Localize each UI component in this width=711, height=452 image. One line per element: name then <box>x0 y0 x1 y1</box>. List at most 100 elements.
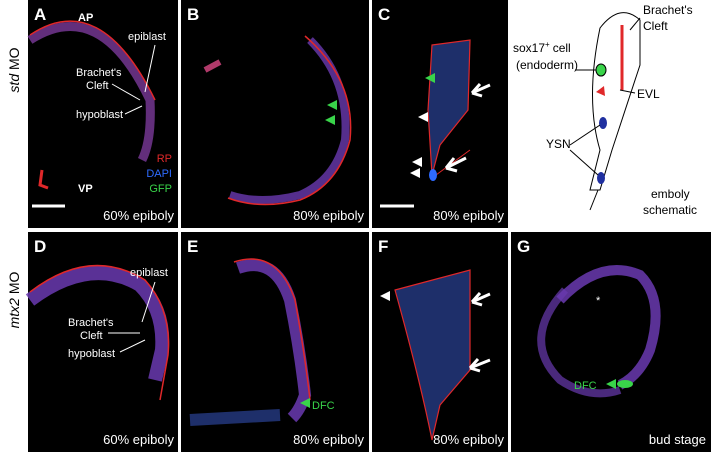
label: Cleft <box>80 330 103 342</box>
pointer <box>569 124 601 146</box>
arrow <box>468 358 491 373</box>
label: EVL <box>637 87 660 101</box>
label: epiblast <box>130 267 168 279</box>
label: hypoblast <box>76 109 123 121</box>
arrow <box>470 292 491 307</box>
panel-e: E DFC 80% epiboly <box>181 232 369 452</box>
dfc-cells <box>617 380 633 388</box>
panel-c: C 80% epiboly <box>372 0 508 228</box>
row-label: std MO <box>6 47 22 92</box>
label: epiblast <box>128 31 166 43</box>
label: emboly <box>651 187 690 201</box>
tissue <box>427 39 471 176</box>
label: sox17+ cell <box>513 40 571 55</box>
label: Cleft <box>86 80 109 92</box>
panel-bg <box>181 0 369 228</box>
tissue <box>236 259 312 423</box>
tissue <box>556 265 661 390</box>
label: * <box>596 295 601 307</box>
caption: 80% epiboly <box>433 432 504 447</box>
membrane <box>233 258 311 401</box>
label: DFC <box>574 380 597 392</box>
membrane <box>227 35 352 206</box>
tissue <box>228 37 350 204</box>
arrowhead <box>300 398 310 408</box>
label: (endoderm) <box>516 58 578 72</box>
membrane <box>29 264 170 401</box>
yolk-line <box>589 189 599 211</box>
panel-g: G * DFC bud stage <box>511 232 711 452</box>
panel-letter: C <box>378 5 390 24</box>
tissue <box>203 59 222 73</box>
arrowhead <box>327 100 337 110</box>
panel-d: D epiblast Brachet's Cleft hypoblast 60%… <box>25 232 178 452</box>
caption: 60% epiboly <box>103 208 174 223</box>
pointer <box>619 89 636 94</box>
arrowhead <box>606 379 616 389</box>
pointer <box>141 281 156 323</box>
arrow <box>444 156 467 173</box>
tissue <box>25 266 170 382</box>
tissue <box>394 269 471 441</box>
caption: 80% epiboly <box>293 432 364 447</box>
caption: 60% epiboly <box>103 432 174 447</box>
ysn <box>599 117 607 129</box>
caption: bud stage <box>649 432 706 447</box>
panel-letter: A <box>34 5 46 24</box>
panel-f: F 80% epiboly <box>372 232 508 452</box>
arrowhead <box>410 168 420 178</box>
pointer <box>569 149 599 176</box>
membrane <box>38 169 49 190</box>
nucleus <box>429 169 437 181</box>
caption: 80% epiboly <box>293 208 364 223</box>
row-label-italic: std <box>6 73 22 93</box>
ysn <box>597 172 605 184</box>
label: VP <box>78 183 93 195</box>
arrowhead <box>425 73 435 83</box>
legend-entry: GFP <box>149 183 172 195</box>
panel-a: A AP epiblast Brachet's Cleft hypoblast … <box>27 0 178 228</box>
membrane <box>29 20 156 101</box>
row-label: mtx2 MO <box>6 272 22 329</box>
label-sup: + <box>545 40 550 49</box>
label-part: sox17 <box>513 41 545 55</box>
pointer <box>119 339 146 353</box>
arrowhead <box>380 291 390 301</box>
tissue <box>27 22 155 163</box>
pointer <box>124 105 143 115</box>
cell-sheet <box>589 12 641 191</box>
tissue <box>537 287 622 398</box>
endoderm-cell <box>595 63 607 77</box>
arrow <box>470 83 491 98</box>
pointer <box>144 44 156 93</box>
panel-b: B 80% epiboly <box>181 0 369 228</box>
row-label-rest: MO <box>6 47 22 70</box>
row-label-rest: MO <box>6 272 22 295</box>
label: DFC <box>312 400 335 412</box>
label: YSN <box>546 137 571 151</box>
panel-letter: B <box>187 5 199 24</box>
arrowhead <box>412 157 422 167</box>
label: hypoblast <box>68 348 115 360</box>
label: AP <box>78 12 93 24</box>
membrane <box>435 149 471 176</box>
panel-letter: D <box>34 237 46 256</box>
label: Brachet's <box>68 317 114 329</box>
label: schematic <box>643 203 697 217</box>
yolk <box>189 409 281 426</box>
arrowhead <box>596 86 605 96</box>
label-part: cell <box>553 41 571 55</box>
arrowhead <box>418 112 428 122</box>
panel-letter: G <box>517 237 530 256</box>
label: Brachet's <box>76 67 122 79</box>
panel-letter: E <box>187 237 198 256</box>
panel-letter: F <box>378 237 388 256</box>
pointer <box>629 17 641 31</box>
schematic: Brachet's Cleft sox17+ cell (endoderm) EV… <box>513 3 697 217</box>
legend-entry: RP <box>157 153 172 165</box>
label: Brachet's <box>643 3 693 17</box>
legend-entry: DAPI <box>146 168 172 180</box>
row-label-italic: mtx2 <box>6 298 22 329</box>
caption: 80% epiboly <box>433 208 504 223</box>
